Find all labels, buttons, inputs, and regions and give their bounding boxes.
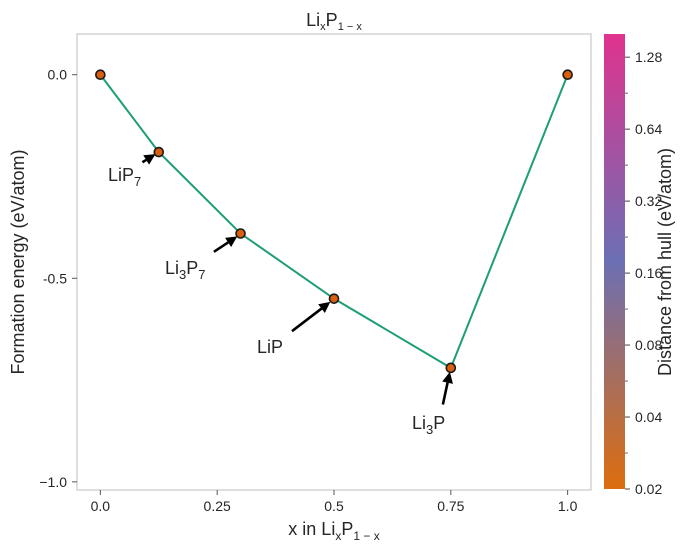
y-tick-label: 0.0 xyxy=(48,67,68,83)
annotation-label-lip7: LiP7 xyxy=(108,165,141,189)
data-point xyxy=(95,69,106,81)
hull-line xyxy=(99,74,569,370)
annotation-arrow-head xyxy=(442,371,453,384)
y-axis-ticks: 0.0 -0.5 −1.0 xyxy=(39,67,77,490)
y-tick-label: −1.0 xyxy=(39,474,67,490)
annotation-label-li3p7: Li3P7 xyxy=(165,258,206,282)
data-point xyxy=(235,228,246,239)
annotation-arrow-shaft xyxy=(291,307,323,333)
x-tick-label: 0.75 xyxy=(437,498,464,514)
colorbar-tick-label: 0.32 xyxy=(635,193,662,209)
x-axis-label: x in LixP1 − x xyxy=(288,519,379,543)
data-point xyxy=(445,362,457,374)
chart-title: LixP1 − x xyxy=(306,10,362,33)
plot-area xyxy=(76,33,592,491)
annotation-arrow-head xyxy=(225,236,238,248)
data-points xyxy=(95,69,573,374)
colorbar-tick-label: 1.28 xyxy=(635,49,662,65)
annotation-arrow-shaft xyxy=(213,241,229,253)
y-tick-label: -0.5 xyxy=(43,270,67,286)
data-point xyxy=(562,69,573,81)
annotation-arrow-shaft xyxy=(441,382,449,405)
x-axis-ticks: 0.0 0.25 0.5 0.75 1.0 xyxy=(91,490,578,514)
annotation-label-li3p: Li3P xyxy=(412,413,445,437)
annotation-arrow-shaft xyxy=(141,158,147,164)
colorbar-ticks: 0.02 0.04 0.08 0.16 0.32 0.64 1.28 xyxy=(625,49,662,497)
x-tick-label: 0.5 xyxy=(324,498,344,514)
colorbar-tick-label: 0.04 xyxy=(635,409,662,425)
annotation-label-lip: LiP xyxy=(257,337,283,357)
data-point xyxy=(328,293,340,304)
x-tick-label: 0.0 xyxy=(91,498,111,514)
colorbar-tick-label: 0.64 xyxy=(635,121,662,137)
colorbar-label: Distance from hull (eV/atom) xyxy=(655,148,675,376)
colorbar xyxy=(604,34,625,489)
colorbar-tick-label: 0.08 xyxy=(635,337,662,353)
annotation-arrow-head xyxy=(143,154,156,165)
data-point xyxy=(153,146,165,158)
colorbar-tick-label: 0.02 xyxy=(635,481,662,497)
hull-line-group xyxy=(99,74,569,370)
y-axis-label: Formation energy (eV/atom) xyxy=(8,149,28,374)
x-tick-label: 1.0 xyxy=(558,498,578,514)
annotation-arrow-head xyxy=(318,301,331,313)
colorbar-tick-label: 0.16 xyxy=(635,265,662,281)
x-tick-label: 0.25 xyxy=(204,498,231,514)
annotation-arrows xyxy=(141,154,453,405)
